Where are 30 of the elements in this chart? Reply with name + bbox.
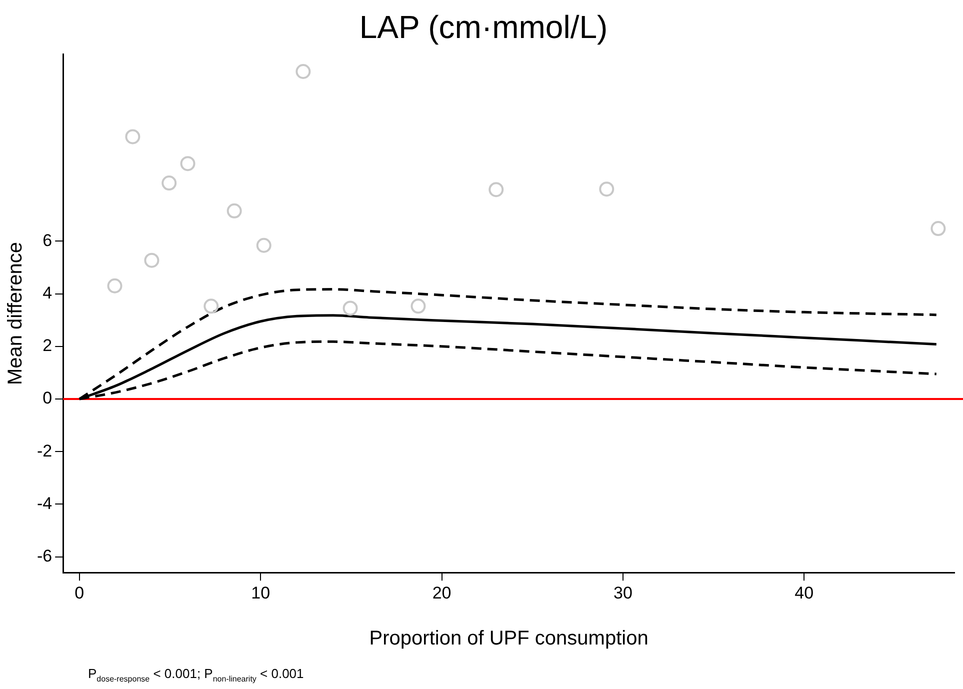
x-tick-label: 10: [251, 583, 270, 602]
y-axis-title: Mean difference: [4, 242, 27, 386]
point: [488, 182, 504, 198]
y-tick-label: -6: [36, 546, 52, 566]
point: [180, 156, 196, 172]
point: [296, 64, 311, 79]
y-tick-label: 6: [42, 230, 52, 250]
point: [342, 300, 358, 316]
x-tick-label: 30: [613, 583, 632, 602]
chart-title: LAP (cm·mmol/L): [359, 9, 608, 46]
x-tick-label: 20: [432, 583, 452, 602]
text: P$_{dose-response}$ < 0.001; P$_{non-linearity}$ < 0.001: [88, 666, 304, 684]
point: [256, 238, 272, 253]
point: [226, 203, 242, 218]
y-tick-label: 0: [42, 388, 52, 408]
y-tick-label: -4: [36, 494, 52, 513]
point: [107, 278, 122, 294]
x-tick-label: 40: [794, 583, 814, 602]
x-tick-label: 0: [74, 583, 84, 602]
point: [144, 252, 160, 268]
point: [410, 298, 426, 314]
point: [599, 182, 614, 197]
x-axis-title: Proportion of UPF consumption: [369, 628, 648, 650]
y-tick-label: -2: [36, 441, 52, 460]
point: [125, 129, 140, 144]
point: [204, 298, 219, 314]
point: [162, 176, 177, 191]
y-tick-label: 2: [42, 336, 52, 356]
point: [930, 221, 946, 236]
y-tick-label: 4: [42, 283, 52, 302]
